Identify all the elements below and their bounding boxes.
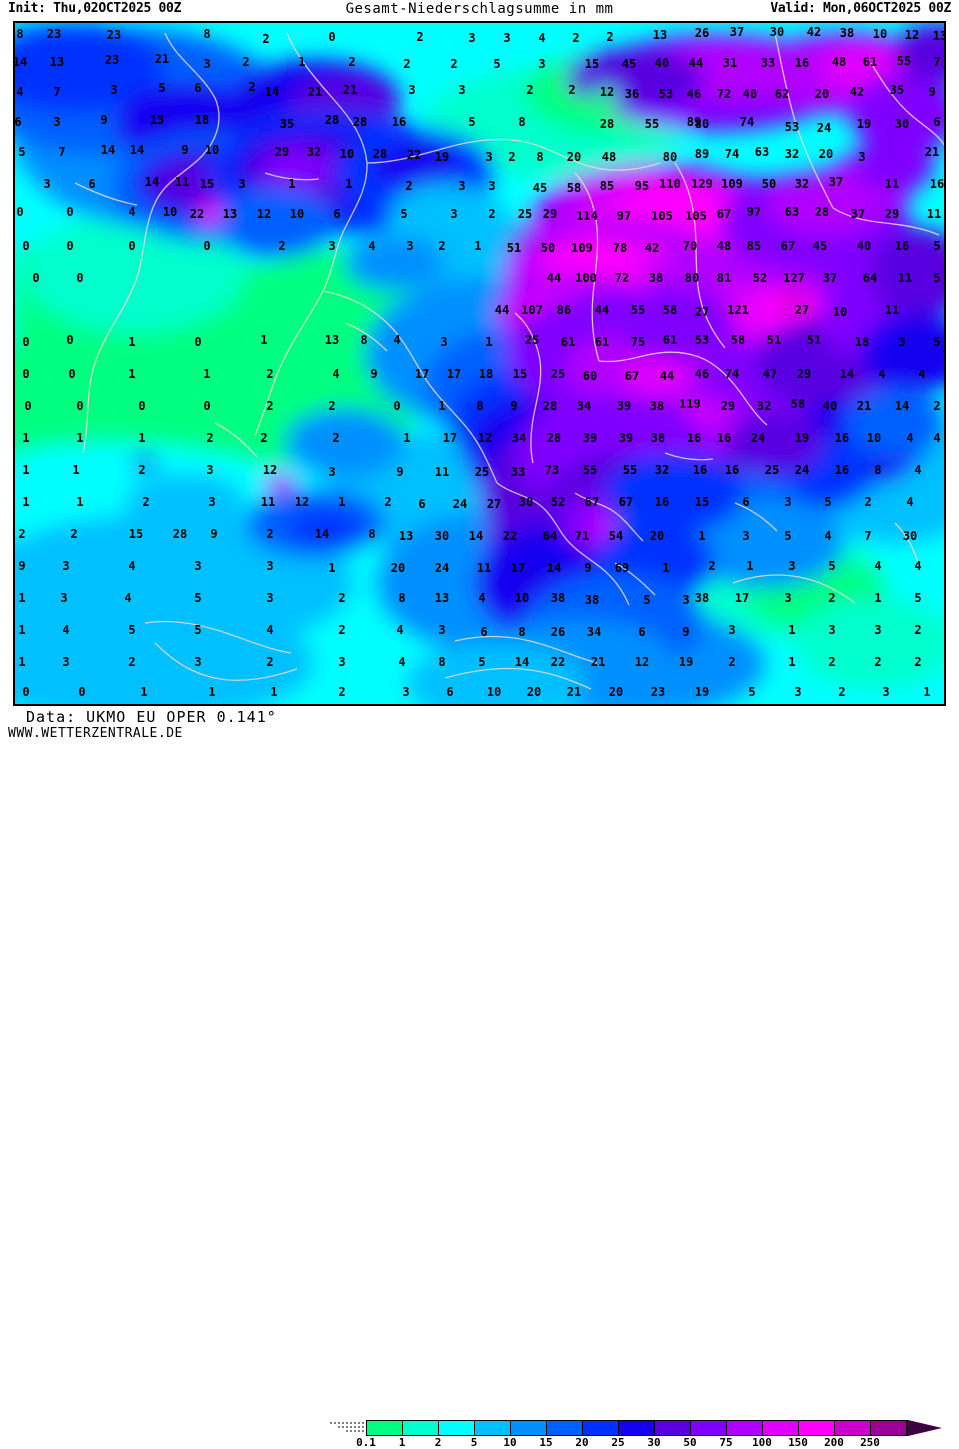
legend-color-cell[interactable] bbox=[655, 1421, 691, 1435]
map-footer: Data: UKMO EU OPER 0.141° WWW.WETTERZENT… bbox=[0, 706, 959, 1449]
legend-tick: 200 bbox=[824, 1436, 844, 1449]
legend-tick: 250 bbox=[860, 1436, 880, 1449]
legend-tick: 20 bbox=[575, 1436, 589, 1449]
legend-color-cell[interactable] bbox=[835, 1421, 871, 1435]
init-time-label: Init: Thu,02OCT2025 00Z bbox=[8, 1, 182, 16]
legend-tick: 25 bbox=[611, 1436, 625, 1449]
legend-color-cell[interactable] bbox=[763, 1421, 799, 1435]
legend-tick: 0.1 bbox=[356, 1436, 376, 1449]
legend-color-cell[interactable] bbox=[439, 1421, 475, 1435]
legend-color-cell[interactable] bbox=[727, 1421, 763, 1435]
legend-tick: 2 bbox=[434, 1436, 442, 1449]
legend-overflow-arrow bbox=[908, 1420, 942, 1436]
legend-tick: 150 bbox=[788, 1436, 808, 1449]
legend-color-cell[interactable] bbox=[547, 1421, 583, 1435]
legend-tick: 5 bbox=[470, 1436, 478, 1449]
page-title: Gesamt-Niederschlagsumme in mm bbox=[345, 1, 614, 17]
coastline-overlay bbox=[74, 32, 944, 690]
legend-color-cell[interactable] bbox=[619, 1421, 655, 1435]
data-source-label: Data: UKMO EU OPER 0.141° bbox=[26, 708, 277, 726]
legend-color-cell[interactable] bbox=[799, 1421, 835, 1435]
legend-color-cell[interactable] bbox=[511, 1421, 547, 1435]
map-header: Init: Thu,02OCT2025 00Z Gesamt-Niedersch… bbox=[0, 0, 959, 20]
below-threshold-hatch-icon bbox=[330, 1422, 366, 1432]
legend-tick: 15 bbox=[539, 1436, 553, 1449]
legend-color-cell[interactable] bbox=[583, 1421, 619, 1435]
precipitation-map[interactable]: 8 23 23 8 2 0 2 3 3 4 2 2 13 26 37 30 42 38 10 12 13 14 13 23 21… bbox=[13, 21, 946, 706]
valid-time-label: Valid: Mon,06OCT2025 00Z bbox=[770, 1, 951, 16]
legend-tick: 75 bbox=[719, 1436, 733, 1449]
legend-color-cell[interactable] bbox=[871, 1421, 907, 1435]
legend-color-cell[interactable] bbox=[691, 1421, 727, 1435]
legend-color-bar[interactable] bbox=[366, 1420, 908, 1436]
legend-color-cell[interactable] bbox=[367, 1421, 403, 1435]
map-field-svg bbox=[15, 23, 944, 704]
legend-tick: 30 bbox=[647, 1436, 661, 1449]
website-label: WWW.WETTERZENTRALE.DE bbox=[8, 726, 183, 741]
legend-tick: 10 bbox=[503, 1436, 517, 1449]
legend-tick: 100 bbox=[752, 1436, 772, 1449]
legend-color-cell[interactable] bbox=[403, 1421, 439, 1435]
color-scale-legend[interactable]: 0.1 1 2 5 10 15 20 25 30 50 75 100 150 200 250 bbox=[330, 1417, 955, 1449]
legend-tick: 50 bbox=[683, 1436, 697, 1449]
legend-tick: 1 bbox=[398, 1436, 406, 1449]
map-raster bbox=[15, 23, 944, 704]
legend-color-cell[interactable] bbox=[475, 1421, 511, 1435]
